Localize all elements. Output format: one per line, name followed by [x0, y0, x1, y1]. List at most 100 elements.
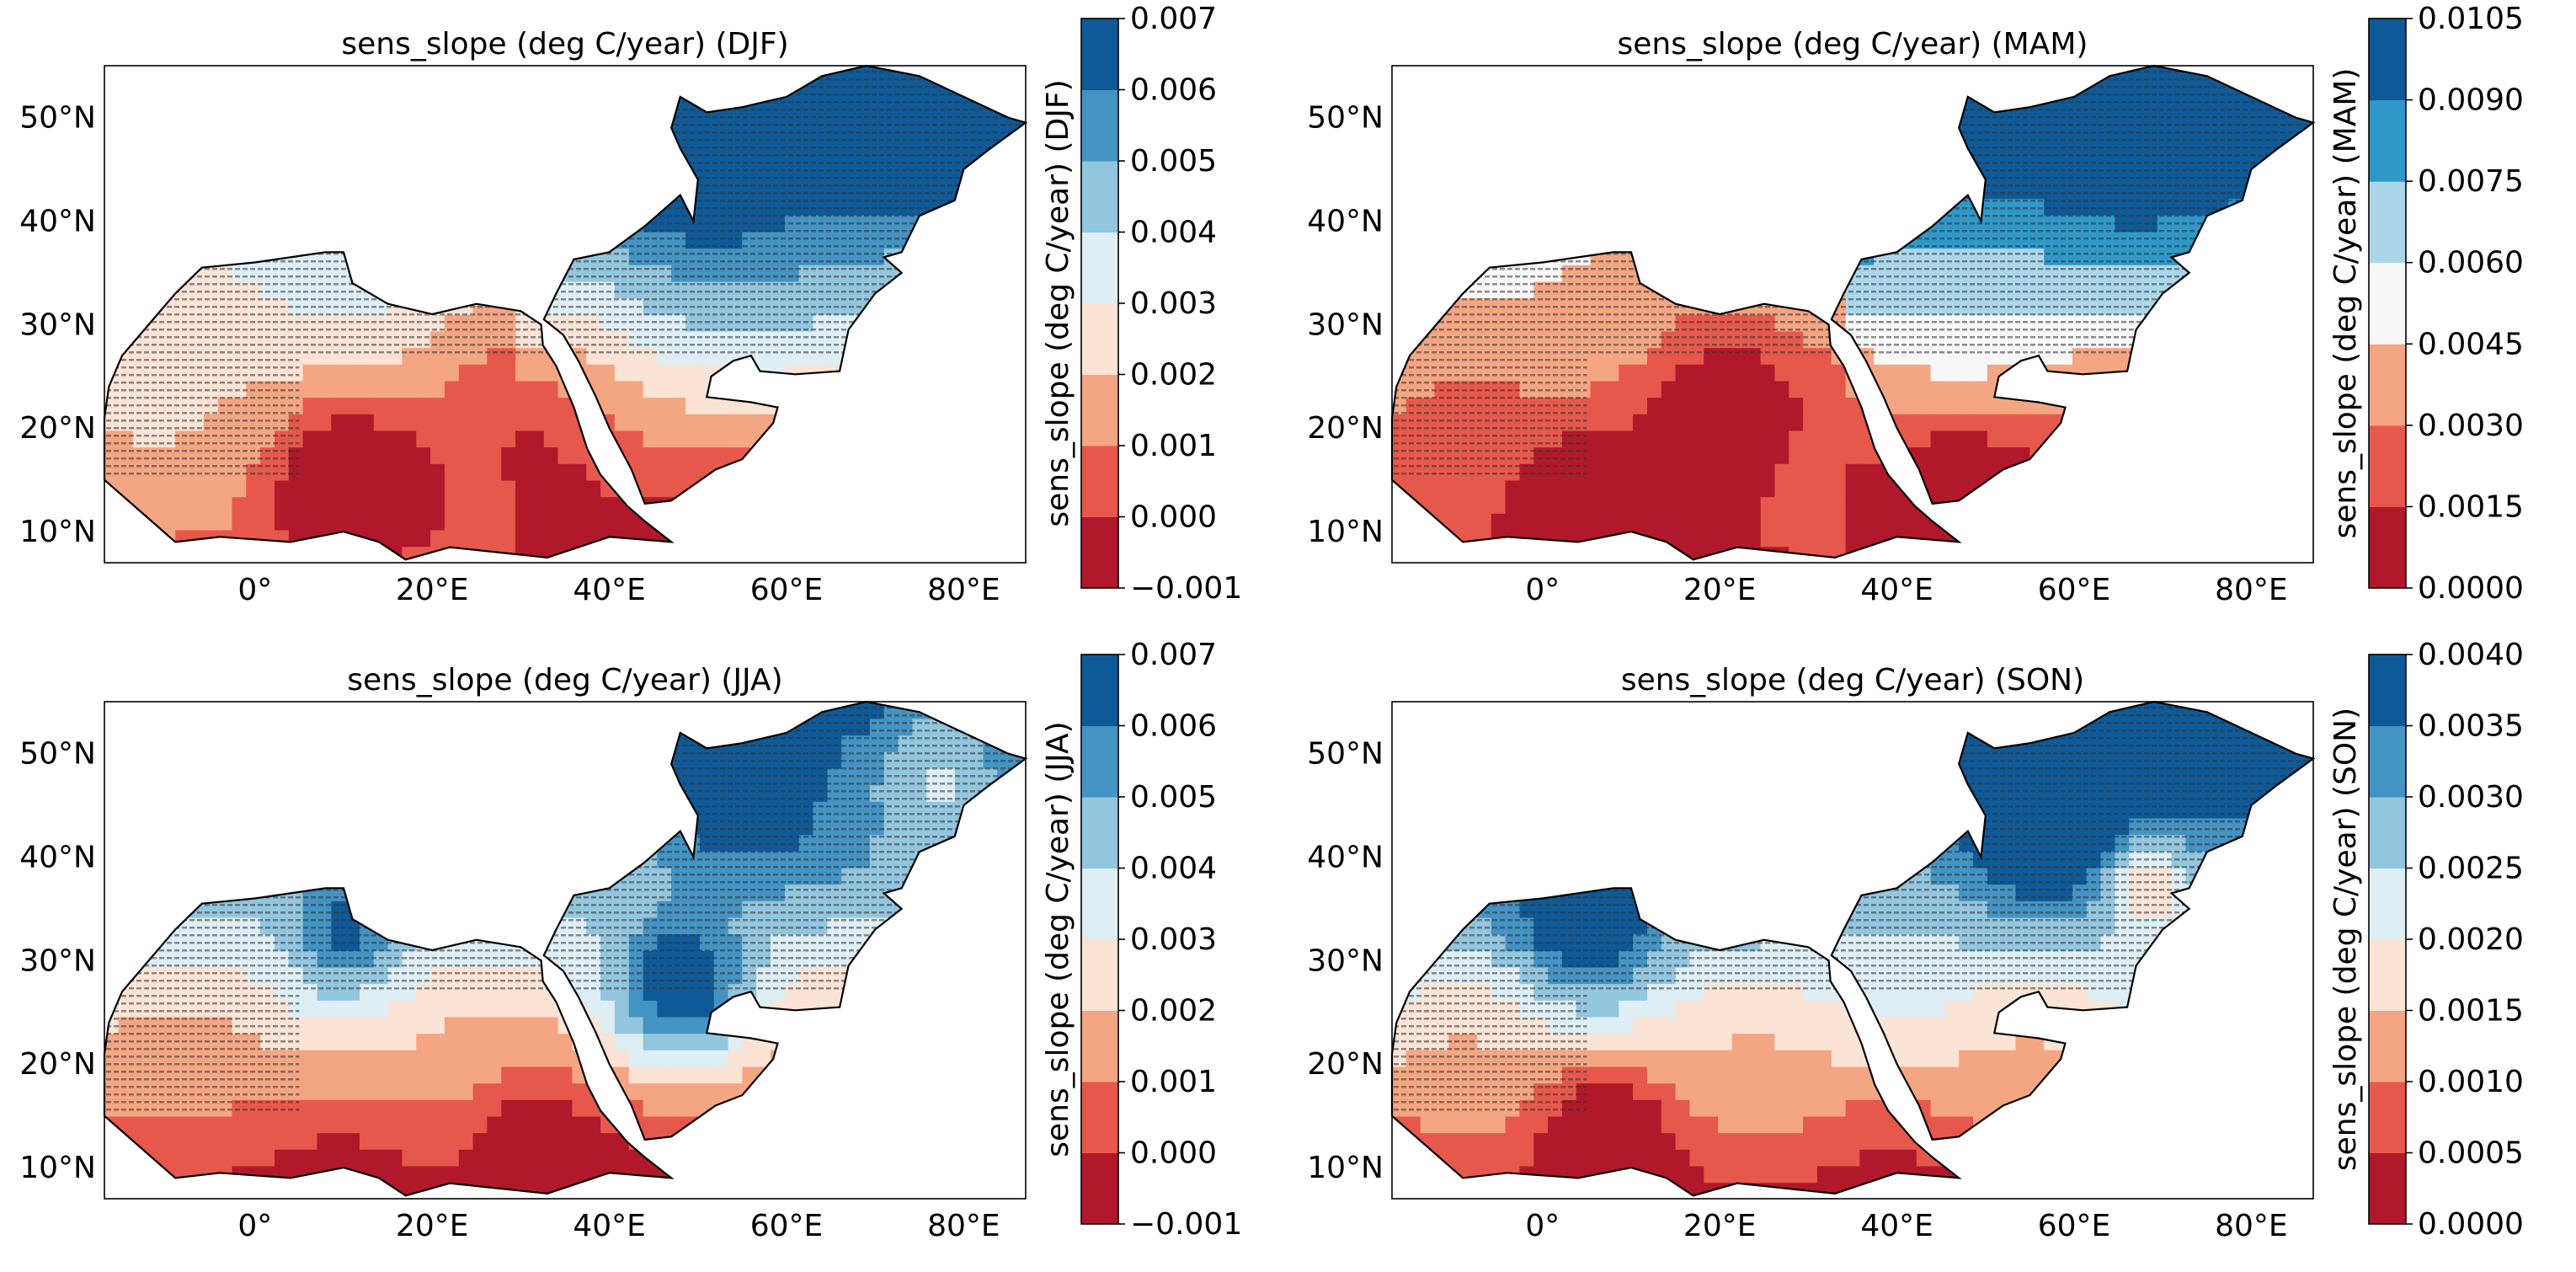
x-tick-label: 20°E: [1683, 1209, 1757, 1243]
colorbar-segment: [1081, 1010, 1118, 1082]
y-tick-label: 20°N: [19, 411, 96, 446]
colorbar-tick-label: 0.006: [1130, 709, 1217, 744]
colorbar-segment: [1081, 516, 1118, 589]
africa-coastline: [1390, 251, 1962, 561]
colorbar-segment: [1081, 655, 1118, 726]
colorbar-tick-label: 0.0020: [2418, 922, 2524, 957]
y-tick-label: 10°N: [1307, 515, 1384, 549]
chart-title: sens_slope (deg C/year) (SON): [1621, 663, 2084, 697]
colorbar-segment: [2369, 262, 2406, 345]
colorbar-tick-label: 0.0000: [2418, 571, 2524, 606]
colorbar-segment: [2369, 19, 2406, 101]
colorbar-tick-label: 0.001: [1130, 1065, 1217, 1099]
colorbar-segment: [1081, 797, 1118, 868]
colorbar-segment: [1081, 161, 1118, 232]
colorbar-tick-label: 0.004: [1130, 216, 1217, 250]
x-tick-label: 0°: [1525, 1209, 1560, 1243]
colorbar-label: sens_slope (deg C/year) (SON): [2328, 708, 2363, 1171]
chart-jja: sens_slope (deg C/year) (JJA) 0° 20°E 40°E 6…: [19, 638, 1242, 1243]
x-tick-label: 60°E: [2038, 1209, 2111, 1243]
x-tick-label: 80°E: [927, 573, 1000, 607]
asia-coastline: [542, 64, 1028, 505]
x-tick-label: 60°E: [750, 573, 824, 607]
colorbar-tick-label: 0.005: [1130, 780, 1217, 815]
colorbar-segment: [1081, 303, 1118, 375]
x-tick-label: 40°E: [1860, 573, 1933, 607]
x-tick-label: 40°E: [1860, 1209, 1933, 1243]
chart-son: sens_slope (deg C/year) (SON) 0° 20°E 40°E 6…: [1307, 638, 2524, 1243]
y-tick-label: 50°N: [19, 736, 96, 771]
axes-frame: [104, 701, 1027, 1200]
colorbar-segment: [1081, 89, 1118, 162]
chart-djf: sens_slope (deg C/year) (DJF) 0° 20°E 40°E 6…: [19, 2, 1242, 607]
colorbar-segment: [1081, 446, 1118, 517]
colorbar-tick-label: 0.0090: [2418, 83, 2524, 118]
colorbar-tick-label: 0.0030: [2418, 780, 2524, 815]
y-tick-label: 30°N: [1307, 943, 1384, 978]
y-tick-label: 20°N: [1307, 1047, 1384, 1082]
colorbar-segment: [1081, 939, 1118, 1011]
colorbar-tick-label: 0.0010: [2418, 1065, 2524, 1099]
colorbar-segment: [2369, 181, 2406, 264]
colorbar-tick-label: 0.003: [1130, 922, 1217, 957]
colorbar-tick-label: 0.0045: [2418, 327, 2524, 361]
colorbar-tick-label: 0.0005: [2418, 1136, 2524, 1171]
y-tick-label: 40°N: [1307, 840, 1384, 874]
colorbar-label: sens_slope (deg C/year) (JJA): [1041, 721, 1075, 1157]
x-tick-label: 0°: [1525, 573, 1560, 607]
colorbar-segment: [2369, 1010, 2406, 1082]
panel-son: sens_slope (deg C/year) (SON) 0° 20°E 40°E 6…: [1288, 636, 2576, 1272]
africa-coastline: [103, 887, 675, 1197]
y-tick-label: 40°N: [1307, 204, 1384, 238]
x-tick-label: 80°E: [927, 1209, 1000, 1243]
colorbar-tick-label: 0.003: [1130, 286, 1217, 321]
panel-djf: sens_slope (deg C/year) (DJF) 0° 20°E 40°E 6…: [0, 0, 1288, 636]
colorbar-segment: [1081, 374, 1118, 446]
axes-frame: [1391, 701, 2314, 1200]
y-tick-label: 30°N: [19, 943, 96, 978]
colorbar-tick-label: 0.001: [1130, 429, 1217, 463]
colorbar-segment: [2369, 1082, 2406, 1153]
x-tick-label: 40°E: [573, 573, 646, 607]
colorbar-segment: [2369, 868, 2406, 940]
colorbar-segment: [1081, 1152, 1118, 1225]
y-tick-label: 40°N: [19, 840, 96, 874]
x-tick-label: 60°E: [2038, 573, 2111, 607]
colorbar-label: sens_slope (deg C/year) (MAM): [2328, 68, 2363, 539]
colorbar-segment: [1081, 725, 1118, 798]
colorbar-tick-label: 0.0035: [2418, 709, 2524, 744]
x-tick-label: 40°E: [573, 1209, 646, 1243]
colorbar-tick-label: −0.001: [1130, 571, 1242, 606]
chart-title: sens_slope (deg C/year) (MAM): [1618, 27, 2088, 61]
axes-frame: [104, 65, 1027, 564]
y-tick-label: 50°N: [1307, 736, 1384, 771]
colorbar-segment: [2369, 939, 2406, 1011]
colorbar-tick-label: 0.000: [1130, 1136, 1217, 1171]
y-tick-label: 20°N: [19, 1047, 96, 1082]
colorbar-segment: [1081, 1082, 1118, 1153]
colorbar-segment: [2369, 797, 2406, 868]
colorbar-frame: [2368, 18, 2407, 589]
colorbar-tick-label: 0.0105: [2418, 2, 2524, 36]
colorbar-tick-label: 0.0015: [2418, 489, 2524, 524]
africa-coastline: [1390, 887, 1962, 1197]
x-tick-label: 60°E: [750, 1209, 824, 1243]
x-tick-label: 80°E: [2215, 573, 2288, 607]
colorbar-tick-label: 0.0030: [2418, 409, 2524, 443]
asia-coastline: [1830, 700, 2316, 1141]
colorbar-segment: [2369, 99, 2406, 182]
colorbar-tick-label: 0.006: [1130, 73, 1217, 108]
chart-mam: sens_slope (deg C/year) (MAM) 0° 20°E 40°E 6…: [1307, 2, 2524, 607]
colorbar-tick-label: 0.000: [1130, 500, 1217, 535]
colorbar-tick-label: 0.0040: [2418, 638, 2524, 672]
x-tick-label: 20°E: [396, 573, 469, 607]
colorbar-tick-label: 0.0060: [2418, 246, 2524, 281]
colorbar-tick-label: 0.002: [1130, 994, 1217, 1029]
chart-title: sens_slope (deg C/year) (DJF): [341, 27, 788, 61]
y-tick-label: 10°N: [19, 1151, 96, 1185]
y-tick-label: 20°N: [1307, 411, 1384, 446]
colorbar-tick-label: −0.001: [1130, 1207, 1242, 1242]
y-tick-label: 50°N: [1307, 100, 1384, 135]
colorbar-tick-label: 0.0000: [2418, 1207, 2524, 1242]
colorbar-tick-label: 0.007: [1130, 638, 1217, 672]
